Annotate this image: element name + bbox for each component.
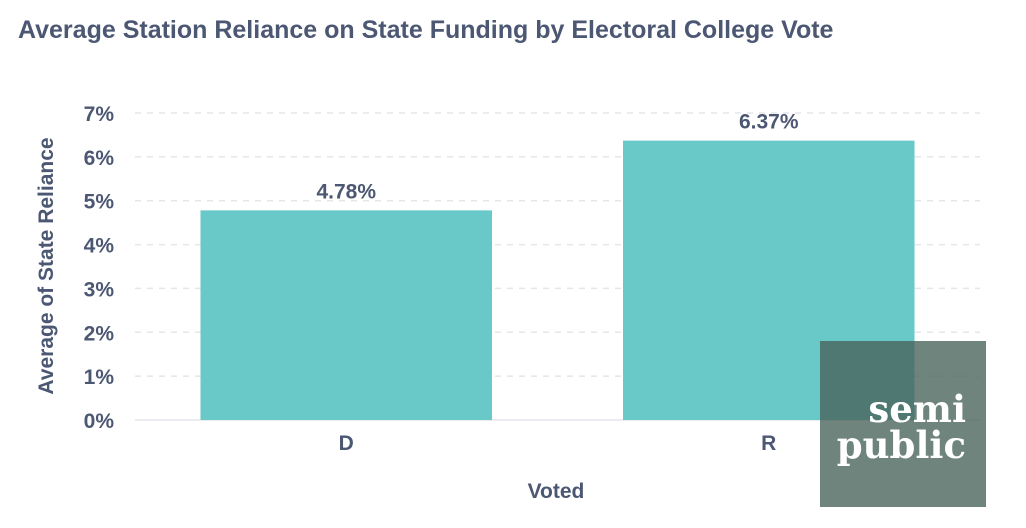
y-tick-label: 0% [84, 410, 115, 433]
y-tick-label: 3% [84, 278, 115, 301]
x-tick-label-r: R [761, 432, 776, 455]
y-tick-label: 2% [84, 322, 115, 345]
semipublic-logo: semi public [820, 341, 986, 507]
bar-d[interactable] [200, 210, 493, 420]
y-tick-label: 6% [84, 147, 115, 170]
x-tick-label-d: D [339, 432, 354, 455]
logo-text-semi: semi [868, 387, 966, 431]
x-axis-title: Voted [528, 480, 585, 503]
data-labels: 4.78% 6.37% [316, 111, 798, 204]
data-label-d: 4.78% [316, 180, 376, 203]
chart-title: Average Station Reliance on State Fundin… [18, 16, 834, 44]
y-tick-label: 7% [84, 103, 115, 126]
bars [200, 140, 915, 420]
data-label-r: 6.37% [739, 111, 799, 134]
logo-text-public: public [836, 423, 966, 467]
y-tick-label: 1% [84, 366, 115, 389]
y-axis-title: Average of State Reliance [35, 137, 58, 394]
y-axis-ticks: 0% 1% 2% 3% 4% 5% 6% 7% [84, 103, 115, 433]
y-tick-label: 4% [84, 235, 115, 258]
y-tick-label: 5% [84, 191, 115, 214]
